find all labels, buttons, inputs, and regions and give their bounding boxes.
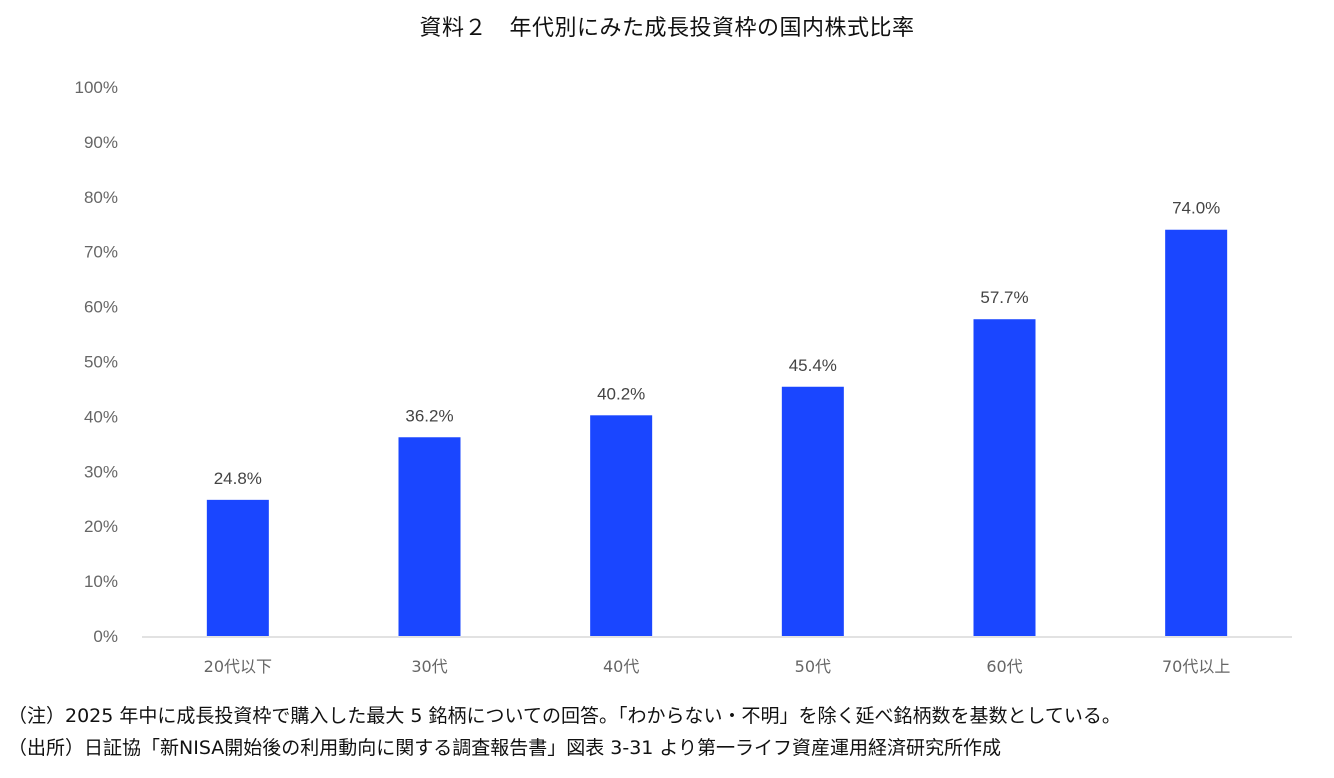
y-tick-label: 50% — [84, 353, 118, 372]
data-label: 36.2% — [405, 406, 453, 425]
data-label: 45.4% — [789, 356, 837, 375]
data-labels: 24.8% 36.2% 40.2% 45.4% 57.7% 74.0% — [214, 199, 1221, 488]
chart-title: 資料２ 年代別にみた成長投資枠の国内株式比率 — [419, 16, 915, 41]
category-label: 40代 — [603, 657, 639, 676]
note-line: （注）2025 年中に成長投資枠で購入した最大 5 銘柄についての回答。「わから… — [8, 705, 1121, 727]
source-line: （出所）日証協「新NISA開始後の利用動向に関する調査報告書」図表 3-31 よ… — [8, 737, 1002, 759]
category-labels: 20代以下 30代 40代 50代 60代 70代以上 — [204, 657, 1231, 676]
data-label: 24.8% — [214, 469, 262, 488]
y-tick-label: 90% — [84, 133, 118, 152]
footnotes: （注）2025 年中に成長投資枠で購入した最大 5 銘柄についての回答。「わから… — [8, 700, 1328, 764]
y-tick-label: 40% — [84, 407, 118, 426]
bar — [206, 499, 269, 636]
bar — [973, 319, 1036, 636]
bar — [398, 437, 461, 636]
y-tick-label: 80% — [84, 188, 118, 207]
y-tick-label: 20% — [84, 517, 118, 536]
bars — [206, 229, 1228, 637]
category-label: 30代 — [411, 657, 447, 676]
y-tick-label: 60% — [84, 298, 118, 317]
bar — [590, 415, 653, 636]
data-label: 40.2% — [597, 384, 645, 403]
category-label: 70代以上 — [1162, 657, 1230, 676]
y-tick-label: 100% — [75, 78, 118, 97]
y-axis-ticks: 0% 10% 20% 30% 40% 50% 60% 70% 80% 90% 100% — [75, 78, 118, 646]
bar-chart: 0% 10% 20% 30% 40% 50% 60% 70% 80% 90% 100% 24.8% 3… — [75, 78, 1292, 676]
category-label: 50代 — [795, 657, 831, 676]
y-tick-label: 10% — [84, 572, 118, 591]
y-tick-label: 70% — [84, 243, 118, 262]
bar — [781, 386, 844, 636]
category-label: 20代以下 — [204, 657, 272, 676]
data-label: 57.7% — [980, 288, 1028, 307]
data-label: 74.0% — [1172, 199, 1220, 218]
y-tick-label: 0% — [93, 627, 118, 646]
bar — [1165, 229, 1228, 637]
y-tick-label: 30% — [84, 462, 118, 481]
category-label: 60代 — [986, 657, 1022, 676]
